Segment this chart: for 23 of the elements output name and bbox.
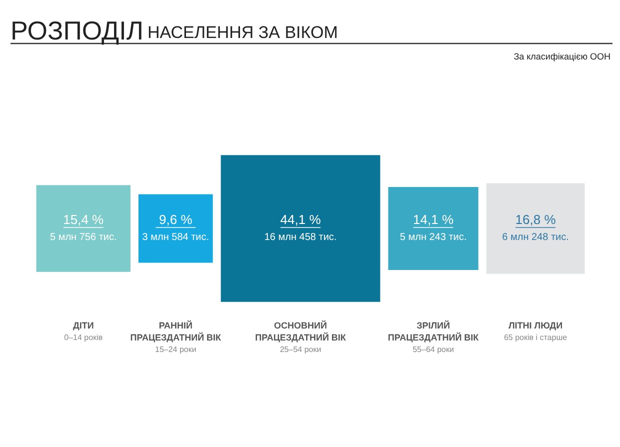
text: 55–64 роки bbox=[412, 345, 454, 354]
text: РОЗПОДІЛ bbox=[10, 16, 144, 46]
category-label: РАННІЙ ПРАЦЕЗДАТНИЙ ВІК bbox=[130, 320, 222, 342]
text: 65 років і старше bbox=[504, 333, 568, 342]
category-label: ОСНОВНИЙ ПРАЦЕЗДАТНИЙ ВІК bbox=[255, 320, 346, 342]
text: 6 млн 248 тис. bbox=[502, 232, 569, 243]
category-label: ЛІТНІ ЛЮДИ bbox=[508, 320, 563, 330]
category-label: ДІТИ bbox=[72, 320, 94, 330]
text: 25–54 роки bbox=[280, 345, 322, 354]
text: 5 млн 756 тис. bbox=[50, 232, 117, 243]
text: НАСЕЛЕННЯ ЗА ВІКОМ bbox=[147, 23, 338, 42]
data-label: 16,8 % bbox=[515, 212, 556, 227]
data-label: 15,4 % bbox=[63, 212, 104, 227]
text: 0–14 років bbox=[64, 333, 103, 342]
text: 16 млн 458 тис. bbox=[264, 232, 337, 243]
text: 3 млн 584 тис. bbox=[142, 232, 210, 243]
text: За класифікацією ООН bbox=[514, 52, 611, 62]
text: 15–24 роки bbox=[154, 345, 196, 354]
text: 5 млн 243 тис. bbox=[400, 232, 467, 243]
data-label: 44,1 % bbox=[280, 212, 322, 227]
data-label: 14,1 % bbox=[413, 212, 454, 227]
category-label: ЗРІЛИЙ ПРАЦЕЗДАТНИЙ ВІК bbox=[388, 320, 480, 342]
data-label: 9,6 % bbox=[159, 212, 193, 227]
